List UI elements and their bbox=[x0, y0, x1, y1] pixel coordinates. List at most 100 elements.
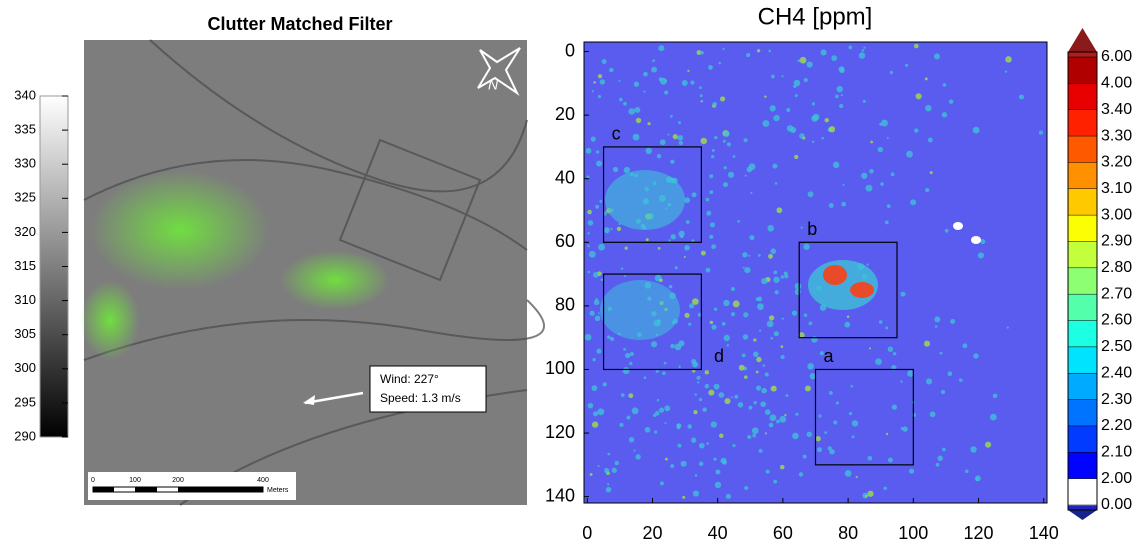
speckle bbox=[885, 326, 889, 330]
speckle bbox=[1005, 56, 1012, 63]
speckle bbox=[817, 447, 822, 453]
speckle bbox=[607, 452, 611, 456]
speckle bbox=[902, 426, 908, 432]
speckle bbox=[914, 128, 919, 133]
speckle bbox=[842, 183, 845, 186]
speckle bbox=[643, 71, 648, 77]
speckle bbox=[593, 81, 596, 84]
speckle bbox=[781, 317, 784, 320]
speckle bbox=[770, 74, 775, 79]
speckle bbox=[862, 99, 866, 103]
speckle bbox=[786, 125, 794, 132]
speckle bbox=[664, 457, 668, 461]
speckle bbox=[798, 472, 804, 477]
speckle bbox=[773, 276, 780, 283]
speckle bbox=[647, 122, 651, 126]
speckle bbox=[774, 290, 779, 295]
speckle bbox=[748, 254, 751, 257]
speckle bbox=[595, 150, 600, 154]
speckle bbox=[587, 209, 592, 215]
speckle bbox=[711, 324, 717, 330]
speckle bbox=[807, 362, 814, 370]
speckle bbox=[802, 136, 806, 140]
speckle bbox=[628, 436, 635, 443]
speckle bbox=[794, 282, 802, 290]
plot-frame bbox=[583, 41, 1048, 504]
speckle bbox=[687, 69, 690, 73]
y-tick-label: 80 bbox=[555, 295, 575, 315]
speckle bbox=[700, 250, 706, 256]
speckle bbox=[940, 389, 946, 395]
speckle bbox=[593, 299, 600, 306]
speckle bbox=[761, 387, 767, 394]
speckle bbox=[747, 434, 752, 440]
region-box bbox=[814, 368, 914, 466]
colorbar-label: 6.00 bbox=[1101, 48, 1132, 65]
speckle bbox=[779, 464, 785, 470]
speckle bbox=[907, 370, 914, 377]
speckle bbox=[678, 140, 684, 146]
speckle bbox=[744, 174, 747, 177]
speckle bbox=[730, 287, 735, 292]
speckle bbox=[835, 401, 839, 405]
speckle bbox=[884, 220, 889, 225]
speckle bbox=[851, 435, 855, 439]
speckle bbox=[744, 375, 748, 379]
scale-unit: Meters bbox=[267, 487, 289, 494]
colorbar-label: 3.20 bbox=[1101, 154, 1132, 171]
speckle bbox=[947, 371, 953, 377]
colorbar-cap bbox=[1068, 52, 1097, 57]
speckle bbox=[710, 421, 718, 428]
speckle bbox=[880, 182, 884, 186]
speckle bbox=[835, 94, 839, 99]
speckle bbox=[808, 321, 813, 326]
speckle bbox=[906, 150, 913, 158]
speckle bbox=[900, 380, 903, 383]
colorbar-segment bbox=[1068, 136, 1097, 163]
speckle bbox=[709, 222, 715, 228]
colorbar-label: 340 bbox=[14, 87, 36, 102]
colorbar-label: 2.30 bbox=[1101, 391, 1132, 408]
speckle bbox=[690, 437, 697, 443]
speckle bbox=[698, 461, 704, 466]
speckle bbox=[950, 319, 956, 324]
colorbar-segment bbox=[1068, 241, 1097, 269]
speckle bbox=[599, 199, 603, 203]
speckle bbox=[700, 50, 704, 55]
colorbar-label: 2.10 bbox=[1101, 444, 1132, 461]
speckle bbox=[678, 121, 682, 125]
speckle bbox=[779, 415, 787, 423]
speckle bbox=[741, 353, 746, 358]
speckle bbox=[699, 94, 703, 98]
speckle bbox=[1018, 94, 1025, 100]
speckle bbox=[674, 266, 678, 270]
speckle bbox=[753, 338, 757, 342]
speckle bbox=[768, 315, 775, 321]
speckle bbox=[804, 385, 811, 392]
speckle bbox=[670, 343, 675, 349]
speckle bbox=[767, 224, 774, 232]
speckle bbox=[723, 166, 727, 170]
speckle bbox=[865, 184, 873, 192]
scale-label: 400 bbox=[257, 477, 269, 484]
speckle bbox=[806, 61, 813, 68]
speckle bbox=[800, 226, 803, 229]
speckle bbox=[591, 421, 599, 428]
speckle bbox=[724, 398, 731, 405]
speckle bbox=[794, 154, 799, 160]
speckle bbox=[818, 414, 822, 418]
speckle bbox=[718, 392, 725, 398]
speckle bbox=[685, 220, 690, 224]
colorbar-label: 330 bbox=[14, 156, 36, 171]
region-box bbox=[798, 241, 898, 339]
speckle bbox=[669, 114, 673, 118]
speckle bbox=[722, 460, 727, 465]
region-box bbox=[602, 273, 702, 371]
speckle bbox=[659, 481, 664, 486]
colorbar-label: 3.30 bbox=[1101, 127, 1132, 144]
speckle bbox=[875, 358, 882, 365]
speckle bbox=[667, 133, 670, 136]
speckle bbox=[929, 411, 936, 418]
speckle bbox=[750, 191, 753, 195]
speckle bbox=[633, 81, 640, 87]
